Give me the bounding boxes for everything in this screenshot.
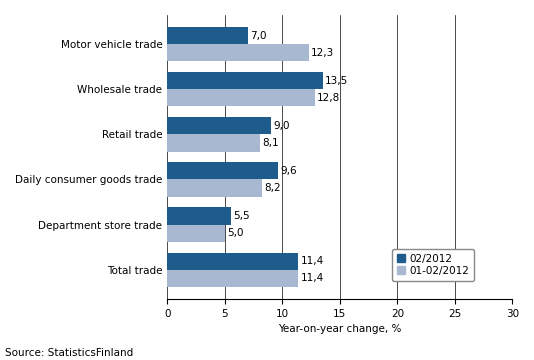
Text: 8,1: 8,1 [263, 138, 279, 148]
Bar [167, 252, 299, 270]
Text: 9,6: 9,6 [280, 166, 296, 176]
Text: 11,4: 11,4 [301, 273, 324, 283]
Bar [167, 117, 271, 134]
Bar [167, 225, 225, 242]
Text: 12,8: 12,8 [317, 93, 340, 103]
X-axis label: Year-on-year change, %: Year-on-year change, % [278, 324, 402, 334]
Text: 12,3: 12,3 [311, 48, 334, 58]
Bar [167, 72, 323, 89]
Bar [167, 134, 261, 152]
Bar [167, 89, 315, 107]
Text: 5,5: 5,5 [233, 211, 249, 221]
Text: 5,0: 5,0 [227, 228, 244, 238]
Bar [167, 44, 309, 62]
Bar [167, 180, 262, 197]
Bar [167, 270, 299, 287]
Bar [167, 27, 248, 44]
Text: 8,2: 8,2 [264, 183, 280, 193]
Text: 9,0: 9,0 [273, 121, 289, 131]
Text: 7,0: 7,0 [250, 31, 266, 41]
Text: Source: StatisticsFinland: Source: StatisticsFinland [5, 348, 134, 358]
Bar [167, 162, 278, 180]
Text: 13,5: 13,5 [325, 76, 348, 86]
Text: 11,4: 11,4 [301, 256, 324, 266]
Bar [167, 207, 231, 225]
Legend: 02/2012, 01-02/2012: 02/2012, 01-02/2012 [391, 249, 474, 281]
